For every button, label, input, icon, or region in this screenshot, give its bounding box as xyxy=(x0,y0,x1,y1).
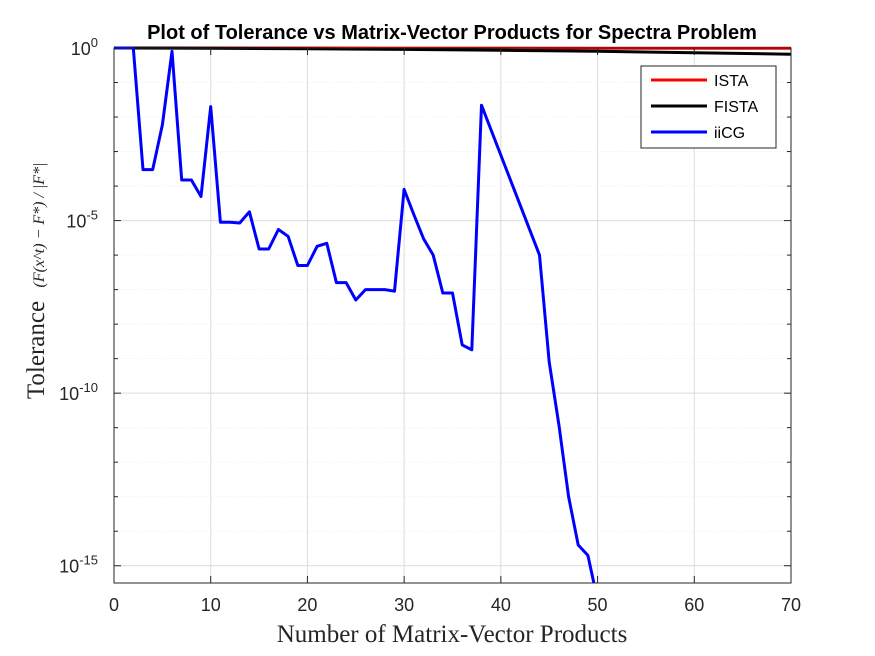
legend-label-iicg: iiCG xyxy=(714,125,745,142)
x-tick-label: 10 xyxy=(201,595,221,615)
x-tick-label: 70 xyxy=(781,595,801,615)
legend: ISTA FISTA iiCG xyxy=(640,65,777,149)
x-tick-label: 60 xyxy=(684,595,704,615)
legend-item-ista: ISTA xyxy=(651,73,749,90)
chart-title: Plot of Tolerance vs Matrix-Vector Produ… xyxy=(147,22,757,44)
y-tick-label: 10-5 xyxy=(66,208,98,232)
y-tick-label: 10-15 xyxy=(59,553,98,577)
axes-box xyxy=(113,47,792,584)
x-tick-label: 50 xyxy=(588,595,608,615)
y-axis-label-formula: (F(x^t) − F*) / |F*| xyxy=(31,163,48,288)
x-tick-label: 30 xyxy=(394,595,414,615)
series-line-iicg xyxy=(114,46,596,583)
legend-label-ista: ISTA xyxy=(714,73,749,90)
x-axis-label: Number of Matrix-Vector Products xyxy=(277,621,628,648)
x-tick-label: 20 xyxy=(297,595,317,615)
tick-marks xyxy=(113,47,792,583)
y-tick-label: 100 xyxy=(71,35,98,59)
y-tick-labels: 100 10-5 10-10 10-15 xyxy=(59,35,98,577)
legend-item-fista: FISTA xyxy=(651,99,758,116)
legend-item-iicg: iiCG xyxy=(651,125,745,142)
x-tick-labels: 0 10 20 30 40 50 60 70 xyxy=(109,595,801,615)
y-tick-label: 10-10 xyxy=(59,380,98,404)
legend-label-fista: FISTA xyxy=(714,99,758,116)
x-tick-label: 0 xyxy=(109,595,119,615)
x-tick-label: 40 xyxy=(491,595,511,615)
y-axis-label-text: Tolerance xyxy=(23,301,50,399)
y-axis-label: Tolerance (F(x^t) − F*) / |F*| xyxy=(23,163,50,400)
